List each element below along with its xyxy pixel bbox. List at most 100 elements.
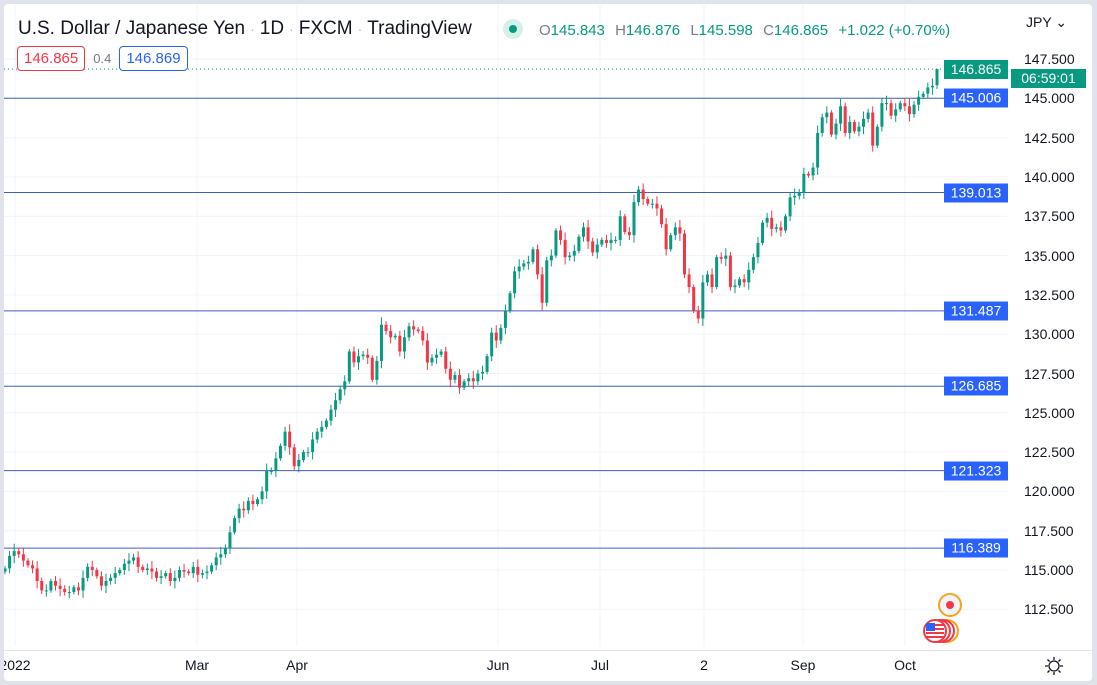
gear-icon[interactable] xyxy=(1044,656,1064,676)
candle-up xyxy=(531,249,535,262)
candle-up xyxy=(223,547,227,555)
candle-down xyxy=(141,566,145,570)
candle-down xyxy=(494,332,498,341)
candle-down xyxy=(444,351,448,369)
candle-up xyxy=(930,85,934,88)
us-flag-event-icon[interactable] xyxy=(921,616,969,646)
symbol-title[interactable]: U.S. Dollar / Japanese Yen · 1D · FXCM ·… xyxy=(18,18,472,39)
candle-up xyxy=(774,227,778,229)
event-dot-icon[interactable] xyxy=(936,591,966,621)
candle-up xyxy=(132,557,136,561)
candle-up xyxy=(609,239,613,244)
price-tick: 137.500 xyxy=(1024,208,1075,225)
candle-up xyxy=(765,217,769,223)
candle-up xyxy=(600,239,604,245)
candle-down xyxy=(563,239,567,258)
time-tick: Sep xyxy=(790,657,816,673)
candle-down xyxy=(471,378,475,382)
candle-up xyxy=(820,117,824,133)
candle-down xyxy=(903,103,907,107)
sell-button[interactable]: 146.865 xyxy=(17,46,86,71)
candle-up xyxy=(866,112,870,119)
candle-down xyxy=(627,232,631,236)
candle-up xyxy=(747,269,751,283)
candle-up xyxy=(898,103,902,110)
candle-up xyxy=(733,285,737,288)
candle-up xyxy=(632,202,636,236)
candle-up xyxy=(246,500,250,511)
candle-up xyxy=(8,555,12,569)
candle-up xyxy=(572,250,576,256)
candle-down xyxy=(448,368,452,380)
candle-up xyxy=(875,126,879,146)
candle-up xyxy=(191,566,195,574)
candle-up xyxy=(49,581,53,591)
price-tick: 127.500 xyxy=(1024,365,1075,382)
candle-down xyxy=(710,274,714,288)
candle-down xyxy=(155,571,159,578)
candle-up xyxy=(122,563,126,570)
buy-button[interactable]: 146.869 xyxy=(119,46,188,71)
close-value: 146.865 xyxy=(773,22,829,39)
candle-down xyxy=(136,557,140,567)
candle-up xyxy=(476,373,480,382)
high-value: 146.876 xyxy=(625,22,681,39)
candle-up xyxy=(260,491,264,500)
candle-down xyxy=(458,375,462,388)
price-chart[interactable] xyxy=(4,4,1092,681)
candle-up xyxy=(517,266,521,272)
candle-up xyxy=(701,282,705,319)
price-tick: 120.000 xyxy=(1024,483,1075,500)
spread: 0.4 xyxy=(93,51,112,66)
candle-up xyxy=(301,452,305,460)
time-tick: 2 xyxy=(700,657,708,673)
candle-down xyxy=(90,566,94,570)
current-price: 146.865 xyxy=(944,59,1008,79)
candle-down xyxy=(907,106,911,115)
ohlc-legend: O145.843 H146.876 L145.598 C146.865 +1.0… xyxy=(539,22,951,39)
candle-up xyxy=(113,573,117,578)
bar-countdown: 06:59:01 xyxy=(1011,69,1086,88)
candle-down xyxy=(843,106,847,133)
price-tick: 125.000 xyxy=(1024,404,1075,421)
candle-up xyxy=(526,261,530,264)
candle-down xyxy=(829,112,833,135)
price-tick: 140.000 xyxy=(1024,169,1075,185)
candle-up xyxy=(4,568,7,572)
candle-up xyxy=(545,260,549,303)
time-tick: 2022 xyxy=(4,657,31,673)
candle-down xyxy=(421,331,425,341)
candle-down xyxy=(412,326,416,330)
candle-up xyxy=(894,109,898,116)
candle-up xyxy=(237,508,241,519)
price-tick: 130.000 xyxy=(1024,326,1075,343)
candle-up xyxy=(614,239,618,241)
level-label: 139.013 xyxy=(944,183,1008,203)
candle-up xyxy=(334,400,338,410)
candle-up xyxy=(839,106,843,124)
price-tick: 117.500 xyxy=(1024,522,1074,539)
status-dot-icon xyxy=(503,19,523,39)
currency-selector[interactable]: JPY ⌄ xyxy=(1026,14,1068,30)
candle-down xyxy=(251,500,255,504)
candle-up xyxy=(233,518,237,533)
candle-up xyxy=(926,87,930,94)
chart-panel[interactable]: U.S. Dollar / Japanese Yen · 1D · FXCM ·… xyxy=(4,4,1092,681)
candle-down xyxy=(678,227,682,234)
candle-up xyxy=(618,216,622,240)
candle-up xyxy=(173,577,177,582)
candle-down xyxy=(182,570,186,572)
time-tick: Jul xyxy=(591,657,609,673)
time-tick: Jun xyxy=(486,657,510,673)
candle-up xyxy=(265,470,269,492)
interval[interactable]: 1D xyxy=(259,18,285,39)
candle-down xyxy=(384,324,388,332)
candle-down xyxy=(719,257,723,259)
candle-up xyxy=(738,279,742,286)
candle-up xyxy=(705,274,709,283)
candle-up xyxy=(311,439,315,453)
change-value: +1.022 (+0.70%) xyxy=(838,22,951,39)
candle-up xyxy=(508,293,512,311)
candle-up xyxy=(673,227,677,236)
candle-down xyxy=(242,508,246,511)
